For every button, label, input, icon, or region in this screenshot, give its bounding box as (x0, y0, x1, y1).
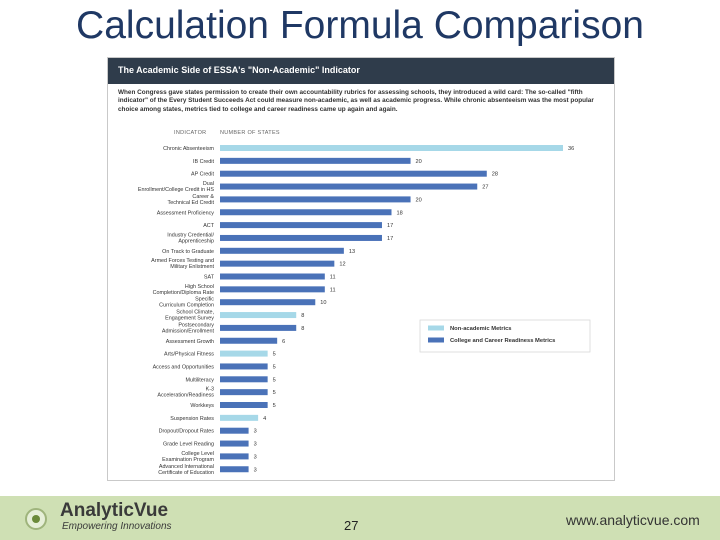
value-label-3: 27 (482, 185, 488, 191)
value-label-19: 5 (273, 390, 276, 396)
value-label-25: 3 (254, 467, 257, 473)
category-label-2: AP Credit (191, 172, 214, 178)
category-label-5: Assessment Proficiency (157, 210, 215, 216)
bar-10 (220, 273, 325, 280)
bar-6 (220, 222, 382, 229)
legend-swatch-non (428, 325, 444, 331)
category-label-11: High School Completion/Diploma Rate (153, 284, 214, 296)
bar-2 (220, 170, 487, 177)
category-label-24: College Level Examination Program (162, 451, 214, 463)
category-label-4: Career & Technical Ed Credit (168, 194, 215, 206)
bar-7 (220, 234, 382, 241)
bar-4 (220, 196, 411, 203)
value-label-15: 6 (282, 339, 285, 345)
bar-12 (220, 299, 316, 306)
bar-8 (220, 247, 344, 254)
value-label-22: 3 (254, 429, 257, 435)
value-label-2: 28 (492, 172, 498, 178)
value-label-17: 5 (273, 364, 276, 370)
bar-3 (220, 183, 478, 190)
value-label-5: 18 (397, 210, 403, 216)
value-label-20: 5 (273, 403, 276, 409)
category-label-0: Chronic Absenteeism (163, 146, 214, 152)
category-label-25: Advanced International Certificate of Edu… (158, 464, 214, 476)
category-label-18: Multiliteracy (186, 377, 215, 383)
bar-24 (220, 453, 249, 460)
category-label-15: Assessment Growth (166, 339, 214, 345)
bar-9 (220, 260, 335, 267)
bar-25 (220, 466, 249, 473)
bar-15 (220, 337, 278, 344)
value-label-9: 12 (339, 262, 345, 268)
bar-20 (220, 402, 268, 408)
value-label-1: 20 (416, 159, 422, 165)
category-label-23: Grade Level Reading (163, 442, 214, 448)
bar-16 (220, 350, 268, 357)
chart-description: When Congress gave states permission to … (118, 89, 594, 113)
value-label-0: 36 (568, 146, 574, 152)
legend-label-non: Non-academic Metrics (450, 326, 512, 332)
category-label-6: ACT (203, 223, 214, 229)
bar-21 (220, 414, 259, 421)
category-label-17: Access and Opportunities (153, 364, 215, 370)
category-label-7: Industry Credential/Apprenticeship (167, 232, 214, 244)
chart-figure: The Academic Side of ESSA's "Non-Academi… (107, 57, 615, 481)
category-label-1: IB Credit (193, 159, 214, 165)
category-label-12: Specific Curriculum Completion (159, 297, 214, 309)
category-label-19: K-3 Acceleration/Readiness (157, 387, 214, 399)
value-label-12: 10 (320, 300, 326, 306)
states-column-header: NUMBER OF STATES (220, 130, 280, 136)
category-label-9: Armed Forces Testing and Military Enlistm… (151, 258, 214, 270)
bar-14 (220, 324, 297, 331)
category-label-22: Dropout/Dropout Rates (159, 429, 215, 435)
bar-1 (220, 157, 411, 164)
chart-title: The Academic Side of ESSA's "Non-Academi… (118, 65, 360, 75)
logo-dot-icon (32, 515, 40, 523)
category-label-14: Postsecondary Admission/Enrollment (162, 322, 215, 334)
value-label-7: 17 (387, 236, 393, 242)
value-label-13: 8 (301, 313, 304, 319)
brand-tagline: Empowering Innovations (62, 521, 172, 532)
category-label-3: Dual Enrollment/College Credit in HS (138, 181, 215, 193)
bar-18 (220, 376, 268, 383)
bar-13 (220, 312, 297, 319)
value-label-8: 13 (349, 249, 355, 255)
bar-5 (220, 209, 392, 216)
legend-label-col: College and Career Readiness Metrics (450, 338, 555, 344)
value-label-6: 17 (387, 223, 393, 229)
value-label-23: 3 (254, 442, 257, 448)
value-label-18: 5 (273, 377, 276, 383)
bar-22 (220, 427, 249, 434)
category-label-10: SAT (204, 275, 215, 281)
category-label-21: Suspension Rates (170, 416, 214, 422)
category-label-20: Workkeys (190, 403, 214, 409)
indicator-column-header: INDICATOR (174, 130, 207, 136)
value-label-16: 5 (273, 352, 276, 358)
website-url: www.analyticvue.com (566, 512, 700, 528)
bar-11 (220, 286, 325, 293)
value-label-10: 11 (330, 275, 336, 281)
category-label-13: School Climate, Engagement Survey (165, 310, 214, 322)
slide-title: Calculation Formula Comparison (76, 4, 644, 47)
category-label-16: Arts/Physical Fitness (164, 352, 214, 358)
chart-header-band: The Academic Side of ESSA's "Non-Academi… (108, 58, 614, 84)
value-label-24: 3 (254, 454, 257, 460)
legend-box (419, 319, 591, 353)
bar-0 (220, 145, 563, 151)
brand-name: AnalyticVue (60, 500, 169, 521)
footer-band (0, 496, 720, 540)
bar-23 (220, 440, 249, 447)
value-label-11: 11 (330, 287, 336, 293)
page-number: 27 (344, 518, 359, 533)
value-label-21: 4 (263, 416, 266, 422)
category-label-8: On Track to Graduate (162, 249, 214, 255)
value-label-14: 8 (301, 326, 304, 332)
bar-17 (220, 363, 268, 370)
bar-19 (220, 389, 268, 396)
legend-swatch-col (428, 337, 444, 343)
value-label-4: 20 (416, 197, 422, 203)
